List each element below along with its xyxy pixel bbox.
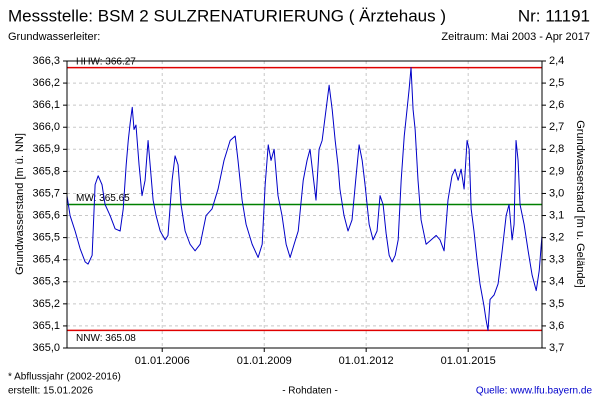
y2-tick-label: 2,5 <box>549 77 564 89</box>
y-tick-label: 365,9 <box>32 143 60 155</box>
y-tick-label: 365,1 <box>32 320 60 332</box>
x-tick-label: 01.01.2006 <box>135 355 190 367</box>
footer-created: erstellt: 15.01.2026 <box>8 386 93 397</box>
y2-axis-label: Grundwasserstand [m u. Gelände] <box>574 120 586 288</box>
y-tick-label: 366,2 <box>32 77 60 89</box>
y2-tick-label: 3,7 <box>549 342 564 354</box>
y-tick-label: 366,0 <box>32 121 60 133</box>
y-tick-label: 365,4 <box>32 254 60 266</box>
y-tick-label: 366,1 <box>32 99 60 111</box>
plot-frame <box>66 60 543 349</box>
y-tick-label: 365,6 <box>32 209 60 221</box>
footer-status: - Rohdaten - <box>282 386 338 397</box>
y-axis-label: Grundwasserstand [m ü. NN] <box>14 133 26 275</box>
y2-tick-label: 2,8 <box>549 143 564 155</box>
station-number: Nr: 11191 <box>518 6 590 25</box>
y2-tick-label: 3,1 <box>549 209 564 221</box>
footer-source[interactable]: Quelle: www.lfu.bayern.de <box>476 386 593 397</box>
y2-tick-label: 2,4 <box>549 55 564 67</box>
y2-tick-label: 3,5 <box>549 298 564 310</box>
chart-title: Messstelle: BSM 2 SULZRENATURIERUNG ( Är… <box>8 6 446 25</box>
series-line <box>66 67 543 331</box>
y-tick-label: 366,3 <box>32 55 60 67</box>
y2-tick-label: 3,6 <box>549 320 564 332</box>
reference-label: NNW: 365.08 <box>76 333 136 344</box>
y-tick-label: 365,3 <box>32 276 60 288</box>
y-tick-label: 365,5 <box>32 232 60 244</box>
y-tick-label: 365,0 <box>32 342 60 354</box>
y2-tick-label: 3,0 <box>549 187 564 199</box>
x-tick-label: 01.01.2015 <box>441 355 496 367</box>
reference-label: HHW: 366.27 <box>76 56 136 67</box>
y-tick-label: 365,8 <box>32 165 60 177</box>
footer-note: * Abflussjahr (2002-2016) <box>8 372 121 383</box>
y2-tick-label: 2,6 <box>549 99 564 111</box>
x-tick-label: 01.01.2009 <box>237 355 292 367</box>
aquifer-label: Grundwasserleiter: <box>8 31 100 43</box>
reference-label: MW: 365.65 <box>76 193 130 204</box>
x-tick-label: 01.01.2012 <box>339 355 394 367</box>
y2-tick-label: 2,7 <box>549 121 564 133</box>
y2-tick-label: 3,4 <box>549 276 564 288</box>
y-tick-label: 365,2 <box>32 298 60 310</box>
y2-tick-label: 3,2 <box>549 232 564 244</box>
y2-tick-label: 3,3 <box>549 254 564 266</box>
period-label: Zeitraum: Mai 2003 - Apr 2017 <box>441 31 590 43</box>
y2-tick-label: 2,9 <box>549 165 564 177</box>
y-tick-label: 365,7 <box>32 187 60 199</box>
